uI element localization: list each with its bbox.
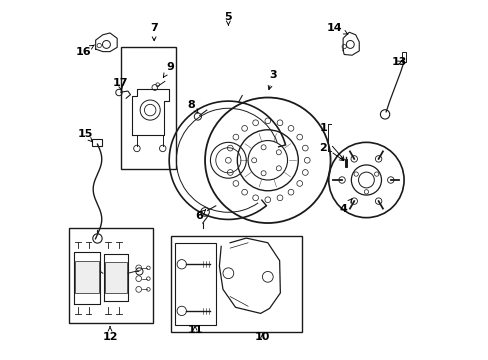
Bar <box>75 261 99 293</box>
Text: 4: 4 <box>339 199 351 214</box>
Text: 11: 11 <box>187 325 203 335</box>
Bar <box>174 243 215 325</box>
Text: 6: 6 <box>195 210 205 221</box>
Bar <box>69 228 153 323</box>
Text: 12: 12 <box>102 327 118 342</box>
Text: 8: 8 <box>187 100 198 113</box>
Bar <box>171 235 301 332</box>
Text: 7: 7 <box>150 23 158 41</box>
Text: 5: 5 <box>224 12 232 25</box>
Text: 9: 9 <box>163 62 174 77</box>
Text: 16: 16 <box>76 45 94 57</box>
Text: 10: 10 <box>254 332 269 342</box>
Text: 13: 13 <box>390 57 406 67</box>
Text: 17: 17 <box>112 78 127 91</box>
Text: 2: 2 <box>319 143 326 153</box>
Bar <box>121 47 176 169</box>
Text: 15: 15 <box>77 129 92 142</box>
Text: 3: 3 <box>267 70 276 90</box>
Text: 14: 14 <box>326 23 347 34</box>
Bar <box>92 139 102 146</box>
Bar <box>402 51 405 62</box>
Bar <box>105 262 126 293</box>
Text: 1: 1 <box>319 123 326 133</box>
Bar <box>344 159 346 167</box>
